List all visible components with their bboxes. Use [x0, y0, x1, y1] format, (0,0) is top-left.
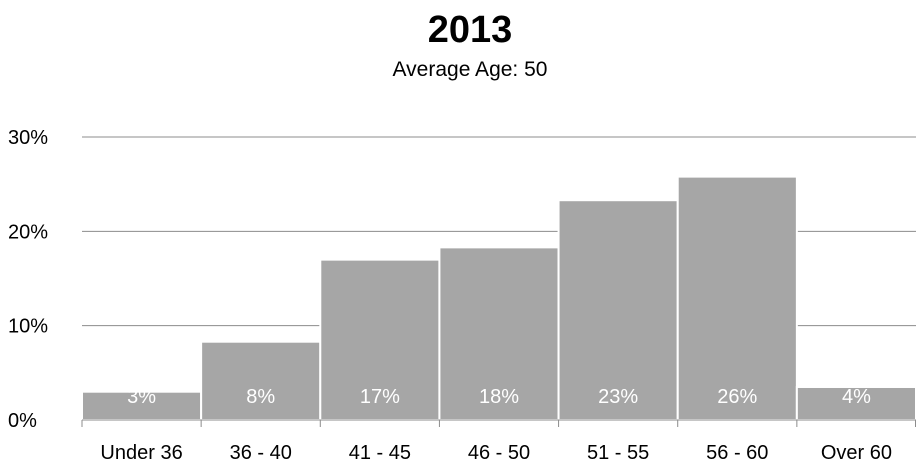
bars: [81, 175, 916, 422]
x-axis-categories: Under 36 36 - 40 41 - 45 46 - 50 51 - 55 56 -…: [100, 442, 892, 464]
bar: [438, 246, 560, 421]
x-category-label: Under 36: [100, 442, 182, 464]
data-label: 26%: [717, 386, 757, 408]
data-label: 3%: [127, 386, 156, 408]
x-category-label: 41 - 45: [349, 442, 411, 464]
bar: [200, 340, 322, 422]
bar: [319, 258, 441, 421]
y-tick-label: 20%: [8, 221, 48, 243]
chart-subtitle: Average Age: 50: [393, 58, 548, 81]
x-category-label: 51 - 55: [587, 442, 649, 464]
data-labels: 3% 8% 17% 18% 23% 26% 4%: [127, 386, 871, 408]
y-tick-label: 10%: [8, 316, 48, 338]
x-axis: [81, 419, 916, 427]
bar: [676, 175, 798, 421]
data-label: 23%: [598, 386, 638, 408]
y-tick-label: 30%: [8, 127, 48, 149]
data-label: 8%: [246, 386, 275, 408]
data-label: 17%: [360, 386, 400, 408]
y-axis-ticks: 0% 10% 20% 30%: [8, 127, 48, 432]
data-label: 4%: [842, 386, 871, 408]
bar: [81, 390, 203, 422]
y-tick-label: 0%: [8, 410, 37, 432]
chart-title: 2013: [428, 9, 513, 51]
data-label: 18%: [479, 386, 519, 408]
x-category-label: Over 60: [821, 442, 892, 464]
x-category-label: 46 - 50: [468, 442, 530, 464]
x-category-label: 56 - 60: [706, 442, 768, 464]
x-category-label: 36 - 40: [230, 442, 292, 464]
